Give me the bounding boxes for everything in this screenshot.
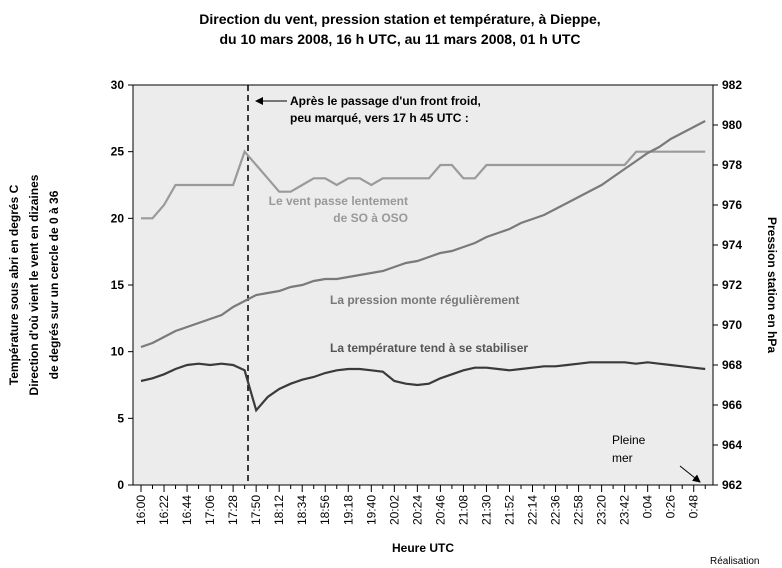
y-axis-title: Direction d'où vient le vent en dizaines xyxy=(27,174,41,395)
x-tick-label: 22:58 xyxy=(572,495,586,525)
x-tick-label: 17:28 xyxy=(226,495,240,525)
x-tick-label: 18:56 xyxy=(318,495,332,525)
x-tick-label: 21:52 xyxy=(502,495,516,525)
x-tick-label: 22:36 xyxy=(549,495,563,525)
y2-axis-title: Pression station en hPa xyxy=(765,217,779,353)
credit: Réalisation xyxy=(710,556,759,567)
chart-title: Direction du vent, pression station et t… xyxy=(199,11,600,27)
arrow xyxy=(679,465,701,483)
x-tick-label: 20:02 xyxy=(387,495,401,525)
y-tick-label: 15 xyxy=(111,278,125,292)
annotation: La température tend à se stabiliser xyxy=(330,341,528,355)
y2-tick-label: 962 xyxy=(722,478,742,492)
y2-tick-label: 972 xyxy=(722,278,742,292)
x-tick-label: 16:44 xyxy=(180,495,194,525)
series-line xyxy=(141,149,706,220)
x-tick-label: 17:06 xyxy=(203,495,217,525)
x-tick-label: 19:40 xyxy=(364,495,378,525)
y-axis-title: de degrés sur un cercle de 0 à 36 xyxy=(47,190,61,379)
x-tick-label: 22:14 xyxy=(526,495,540,525)
x-tick-label: 16:00 xyxy=(134,495,148,525)
x-tick-label: 19:18 xyxy=(341,495,355,525)
plot-area xyxy=(132,84,714,486)
y2-tick-label: 968 xyxy=(722,358,742,372)
annotation: peu marqué, vers 17 h 45 UTC : xyxy=(290,111,469,125)
x-tick-label: 0:04 xyxy=(641,495,655,519)
annotation: Le vent passe lentement xyxy=(269,194,408,208)
x-tick-label: 20:24 xyxy=(410,495,424,525)
y2-tick-label: 966 xyxy=(722,398,742,412)
y-tick-label: 20 xyxy=(111,211,125,225)
annotation: La pression monte régulièrement xyxy=(330,293,519,307)
series-line xyxy=(140,361,706,413)
annotation: de SO à OSO xyxy=(333,211,408,225)
x-tick-label: 20:46 xyxy=(433,495,447,525)
x-tick-label: 16:22 xyxy=(157,495,171,525)
series-line xyxy=(140,120,706,349)
annotation: mer xyxy=(612,451,633,465)
x-tick-label: 18:12 xyxy=(272,495,286,525)
annotation: Pleine xyxy=(612,433,646,447)
y-tick-label: 25 xyxy=(111,145,125,159)
x-tick-label: 0:48 xyxy=(687,495,701,519)
y2-tick-label: 964 xyxy=(722,438,742,452)
y2-tick-label: 976 xyxy=(722,198,742,212)
chart-title: du 10 mars 2008, 16 h UTC, au 11 mars 20… xyxy=(219,31,580,47)
y-tick-label: 0 xyxy=(117,478,124,492)
x-tick-label: 0:26 xyxy=(664,495,678,519)
y-tick-label: 10 xyxy=(111,345,125,359)
x-tick-label: 21:08 xyxy=(456,495,470,525)
y2-tick-label: 982 xyxy=(722,78,742,92)
x-tick-label: 21:30 xyxy=(479,495,493,525)
x-tick-label: 23:20 xyxy=(595,495,609,525)
y-axis-title: Température sous abri en degrés C xyxy=(7,184,21,385)
y2-tick-label: 974 xyxy=(722,238,742,252)
x-tick-label: 18:34 xyxy=(295,495,309,525)
y-tick-label: 5 xyxy=(117,411,124,425)
annotation: Après le passage d'un front froid, xyxy=(290,94,481,108)
y2-tick-label: 978 xyxy=(722,158,742,172)
x-tick-label: 17:50 xyxy=(249,495,263,525)
y2-tick-label: 980 xyxy=(722,118,742,132)
x-axis-title: Heure UTC xyxy=(392,541,454,555)
y2-tick-label: 970 xyxy=(722,318,742,332)
y-tick-label: 30 xyxy=(111,78,125,92)
x-tick-label: 23:42 xyxy=(618,495,632,525)
